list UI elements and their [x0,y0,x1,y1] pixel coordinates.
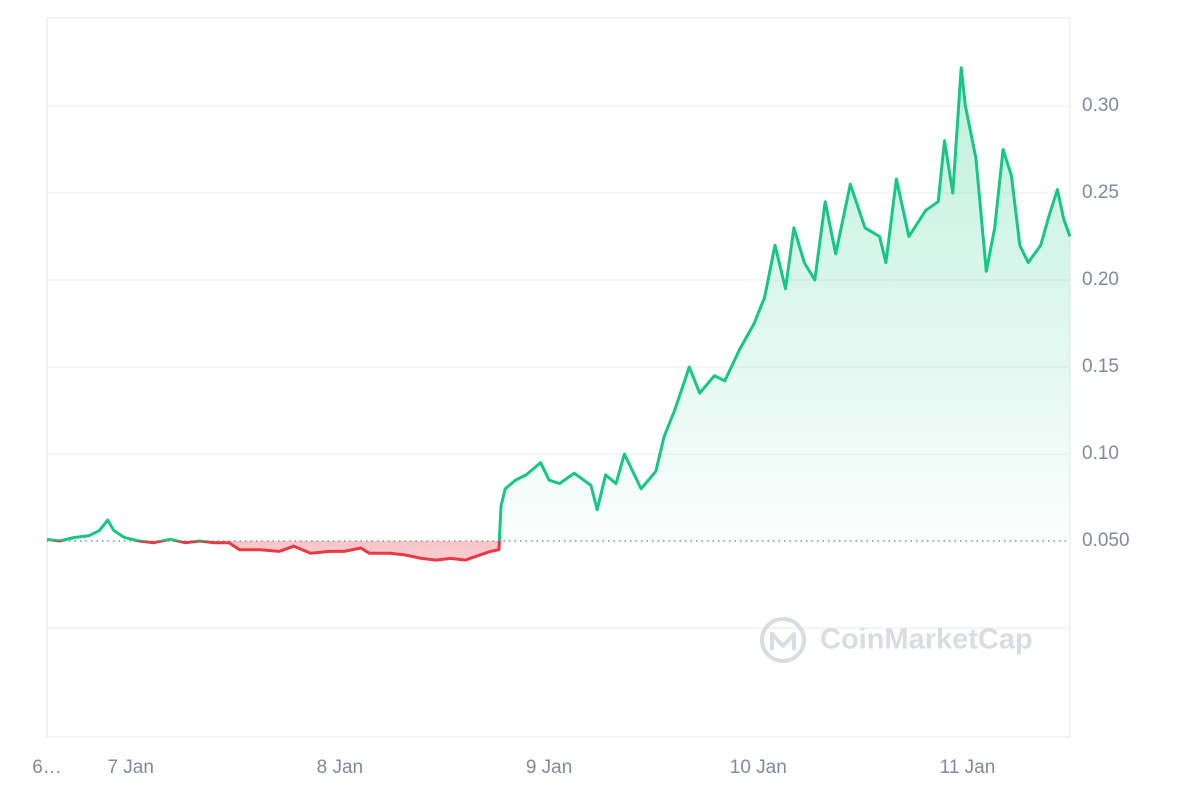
x-tick-label: 9 Jan [526,757,572,778]
x-tick-label: 7 Jan [107,757,153,778]
y-tick-label: 0.10 [1082,443,1119,464]
watermark-text: CoinMarketCap [820,624,1033,656]
y-tick-label: 0.30 [1082,95,1119,116]
watermark-logo-mark [770,632,796,650]
x-tick-label: 6… [32,757,62,778]
y-tick-label: 0.20 [1082,269,1119,290]
price-area [47,67,1070,561]
x-tick-label: 10 Jan [730,757,787,778]
watermark: CoinMarketCap [760,617,1033,663]
y-tick-label: 0.25 [1082,182,1119,203]
price-line [46,66,1072,562]
watermark-logo [760,617,806,663]
x-tick-label: 11 Jan [940,757,996,778]
y-tick-label: 0.050 [1082,530,1130,551]
x-tick-label: 8 Jan [317,757,363,778]
y-tick-label: 0.15 [1082,356,1119,377]
